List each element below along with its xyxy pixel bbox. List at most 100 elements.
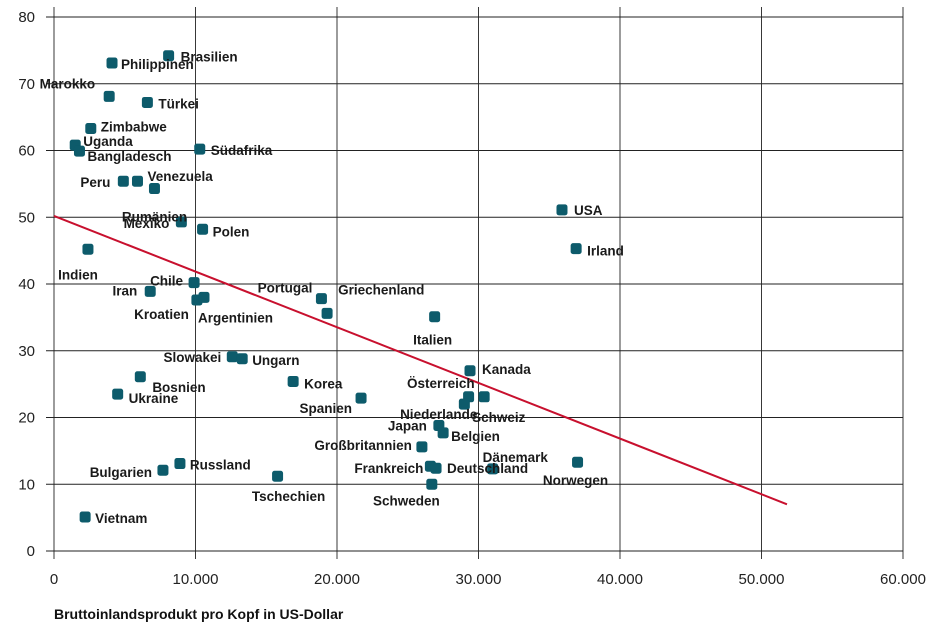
data-point: [117, 175, 129, 187]
point-label: Polen: [213, 224, 250, 239]
point-label: Dänemark: [483, 450, 549, 465]
data-point: [79, 511, 91, 523]
data-point: [106, 57, 118, 69]
point-label: Bosnien: [152, 380, 205, 395]
data-point: [315, 293, 327, 305]
data-point: [163, 50, 175, 62]
point-label: Peru: [80, 175, 110, 190]
x-tick-label: 0: [50, 571, 58, 588]
point-label: Indien: [58, 267, 98, 282]
y-tick-label: 60: [18, 143, 35, 160]
point-label: Tschechien: [252, 489, 325, 504]
point-label: Frankreich: [354, 461, 423, 476]
data-point: [416, 441, 428, 453]
data-point: [194, 143, 206, 155]
point-label: Brasilien: [181, 50, 238, 65]
point-label: Russland: [190, 458, 251, 473]
y-tick-label: 70: [18, 76, 35, 93]
point-label: Rumänien: [122, 210, 187, 225]
point-label: Korea: [304, 376, 343, 391]
data-point: [321, 307, 333, 319]
data-point: [198, 291, 210, 303]
data-point: [197, 223, 209, 235]
grid-lines: [46, 7, 904, 559]
point-label: Argentinien: [198, 310, 273, 325]
y-tick-label: 40: [18, 276, 35, 293]
x-tick-label: 60.000: [880, 571, 926, 588]
data-point: [112, 388, 124, 400]
x-axis-label: Bruttoinlandsprodukt pro Kopf in US-Doll…: [54, 606, 344, 622]
point-label: Schweiz: [472, 410, 526, 425]
data-point: [426, 478, 438, 490]
point-label: Venezuela: [147, 169, 213, 184]
data-point: [134, 371, 146, 383]
x-axis-ticks: 0 10.000 20.000 30.000 40.000 50.000 60.000: [50, 571, 926, 588]
point-label: Ukraine: [129, 391, 179, 406]
point-label: USA: [574, 203, 603, 218]
data-point: [131, 175, 143, 187]
x-tick-label: 40.000: [597, 571, 643, 588]
point-label: Spanien: [300, 401, 353, 416]
y-tick-label: 30: [18, 343, 35, 360]
data-points: [69, 50, 584, 523]
y-tick-label: 80: [18, 9, 35, 26]
point-label: Mexiko: [124, 216, 170, 231]
data-point: [556, 204, 568, 216]
point-label: Norwegen: [543, 473, 608, 488]
y-tick-label: 20: [18, 410, 35, 427]
point-label: Bangladesch: [87, 149, 171, 164]
point-label: Deutschland: [447, 461, 528, 476]
data-point: [437, 427, 449, 439]
point-label: Belgien: [451, 429, 500, 444]
point-label: Zimbabwe: [101, 119, 168, 134]
data-point: [103, 90, 115, 102]
data-point: [572, 456, 584, 468]
data-point: [226, 351, 238, 363]
data-point: [157, 464, 169, 476]
data-point: [429, 311, 441, 323]
data-point: [236, 353, 248, 365]
data-point: [144, 285, 156, 297]
data-point: [570, 243, 582, 255]
y-tick-label: 10: [18, 476, 35, 493]
point-label: Chile: [150, 274, 183, 289]
point-label: Philippinen: [121, 57, 194, 72]
data-point: [73, 145, 85, 157]
point-label: Slowakei: [164, 350, 222, 365]
point-label: Japan: [388, 419, 427, 434]
point-label: Südafrika: [211, 143, 273, 158]
point-label: Kanada: [482, 362, 531, 377]
data-point: [287, 375, 299, 387]
data-point: [355, 392, 367, 404]
y-tick-label: 0: [27, 543, 35, 560]
data-point: [141, 96, 153, 108]
x-tick-label: 50.000: [739, 571, 785, 588]
trendline: [53, 214, 788, 506]
point-label: Ungarn: [252, 353, 299, 368]
data-point: [82, 243, 94, 255]
data-point: [148, 183, 160, 195]
point-label: Großbritannien: [314, 438, 412, 453]
data-point: [85, 122, 97, 134]
point-label: Portugal: [258, 281, 313, 296]
data-point: [174, 458, 186, 470]
point-label: Marokko: [40, 76, 96, 91]
data-point: [487, 463, 499, 475]
data-point: [464, 365, 476, 377]
point-label: Griechenland: [338, 282, 424, 297]
point-label: Iran: [112, 283, 137, 298]
data-point: [188, 277, 200, 289]
data-point: [478, 391, 490, 403]
point-label: Bulgarien: [90, 465, 152, 480]
y-axis-ticks: 0 10 20 30 40 50 60 70 80: [18, 9, 35, 560]
data-point: [430, 462, 442, 474]
point-label: Vietnam: [95, 511, 147, 526]
x-tick-label: 30.000: [456, 571, 502, 588]
point-label: Türkei: [158, 96, 199, 111]
point-label: Italien: [413, 333, 452, 348]
data-point: [458, 398, 470, 410]
data-point: [175, 216, 187, 228]
point-label: Österreich: [407, 376, 475, 391]
